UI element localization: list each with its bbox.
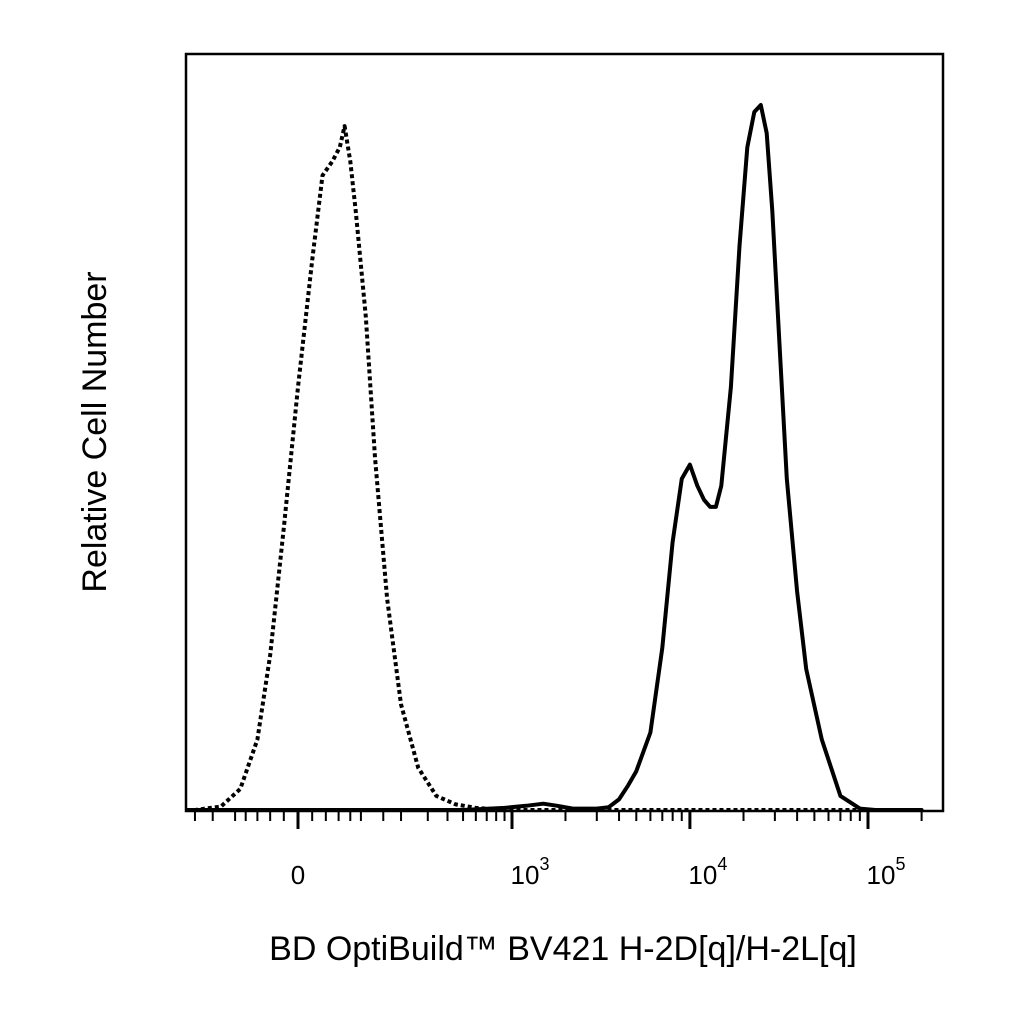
x-tick-label-base: 0 xyxy=(291,860,305,890)
plot-frame xyxy=(184,52,945,813)
x-tick-label-base: 10 xyxy=(511,860,540,890)
x-tick-label-exponent: 3 xyxy=(539,854,549,874)
x-tick-label: 0 xyxy=(291,860,305,890)
x-tick-label-base: 10 xyxy=(867,860,896,890)
series-layer xyxy=(185,103,924,812)
x-tick-label-base: 10 xyxy=(688,860,717,890)
y-axis-title: Relative Cell Number xyxy=(76,271,114,592)
x-axis-title: BD OptiBuild™ BV421 H-2D[q]/H-2L[q] xyxy=(269,930,857,968)
x-axis-ticks xyxy=(193,811,923,829)
x-tick-label-exponent: 5 xyxy=(895,854,905,874)
x-tick-label: 103 xyxy=(511,854,550,890)
x-tick-label-exponent: 4 xyxy=(717,854,727,874)
series-line-solid xyxy=(185,103,924,812)
x-axis-tick-labels: 0 103 104 105 xyxy=(291,854,906,890)
x-tick-label: 104 xyxy=(688,854,727,890)
series-line-dotted xyxy=(187,124,922,812)
x-tick-label: 105 xyxy=(867,854,906,890)
